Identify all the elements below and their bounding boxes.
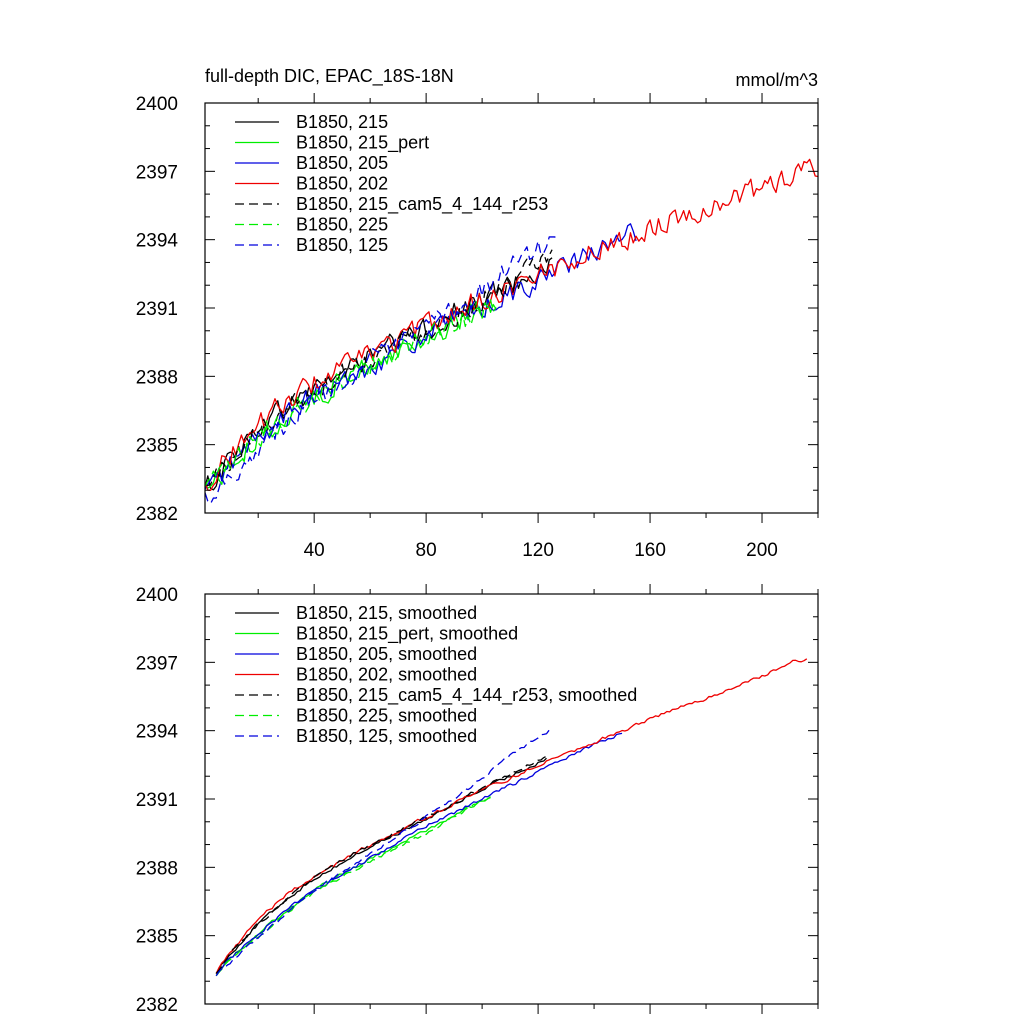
y-tick-label: 2388 xyxy=(136,858,178,879)
y-tick-label: 2400 xyxy=(136,585,178,606)
series-line xyxy=(205,299,497,487)
series-line xyxy=(215,729,550,977)
panel-bottom: 2382 2385 2388 2391 2394 2397 2400 B1850, 215, … xyxy=(136,584,819,1016)
series-line xyxy=(215,796,491,977)
series-line xyxy=(205,249,553,487)
x-tick-label: 120 xyxy=(522,540,554,561)
x-tick-label: 40 xyxy=(304,540,325,561)
legend-entry-label: B1850, 215_cam5_4_144_r253, smoothed xyxy=(296,685,637,706)
legend-entry-label: B1850, 205 xyxy=(296,153,388,173)
x-tick-label: 160 xyxy=(634,540,666,561)
legend-entry-label: B1850, 202 xyxy=(296,174,388,194)
y-tick-label: 2382 xyxy=(136,995,178,1016)
series-group xyxy=(205,158,818,505)
legend-entry-label: B1850, 125 xyxy=(296,235,388,255)
series-line xyxy=(215,732,623,977)
y-tick-label: 2397 xyxy=(136,653,178,674)
series-line xyxy=(205,236,559,505)
y-tick-label: 2382 xyxy=(136,504,178,525)
y-tick-label: 2385 xyxy=(136,927,178,948)
legend-entry-label: B1850, 205, smoothed xyxy=(296,644,477,664)
series-line xyxy=(205,300,497,489)
y-tick-label: 2385 xyxy=(136,436,178,457)
legend-entry-label: B1850, 225, smoothed xyxy=(296,706,477,726)
y-tick-label: 2397 xyxy=(136,162,178,183)
series-line xyxy=(205,158,818,492)
legend-entry-label: B1850, 125, smoothed xyxy=(296,726,477,746)
series-line xyxy=(215,755,547,974)
y-tick-label: 2400 xyxy=(136,94,178,115)
plot-area-bottom: 2382 2385 2388 2391 2394 2397 2400 B1850, 215, … xyxy=(136,584,819,1016)
legend-entry-label: B1850, 215_pert xyxy=(296,133,429,154)
series-group xyxy=(215,658,808,977)
y-tick-label: 2388 xyxy=(136,367,178,388)
units-label: mmol/m^3 xyxy=(736,70,818,90)
plot-area-top: 40 80 120 160 200 2382 2385 2388 2391 2394 2397 240… xyxy=(136,93,819,561)
y-tick-label: 2391 xyxy=(136,299,178,320)
legend-entry-label: B1850, 215_pert, smoothed xyxy=(296,624,518,645)
legend-entry-label: B1850, 225 xyxy=(296,215,388,235)
legend-entry-label: B1850, 215 xyxy=(296,112,388,132)
series-line xyxy=(215,797,491,975)
legend-entry-label: B1850, 202, smoothed xyxy=(296,665,477,685)
x-tick-label: 200 xyxy=(746,540,778,561)
series-line xyxy=(205,257,553,491)
y-tick-label: 2394 xyxy=(136,231,179,252)
legend-entry-label: B1850, 215_cam5_4_144_r253 xyxy=(296,194,548,215)
y-tick-label: 2394 xyxy=(136,722,179,743)
x-tick-label: 80 xyxy=(416,540,437,561)
panel-top: full-depth DIC, EPAC_18S-18N mmol/m^3 40… xyxy=(136,66,819,561)
y-tick-label: 2391 xyxy=(136,790,178,811)
legend-entry-label: B1850, 215, smoothed xyxy=(296,603,477,623)
chart-title: full-depth DIC, EPAC_18S-18N xyxy=(205,66,454,87)
